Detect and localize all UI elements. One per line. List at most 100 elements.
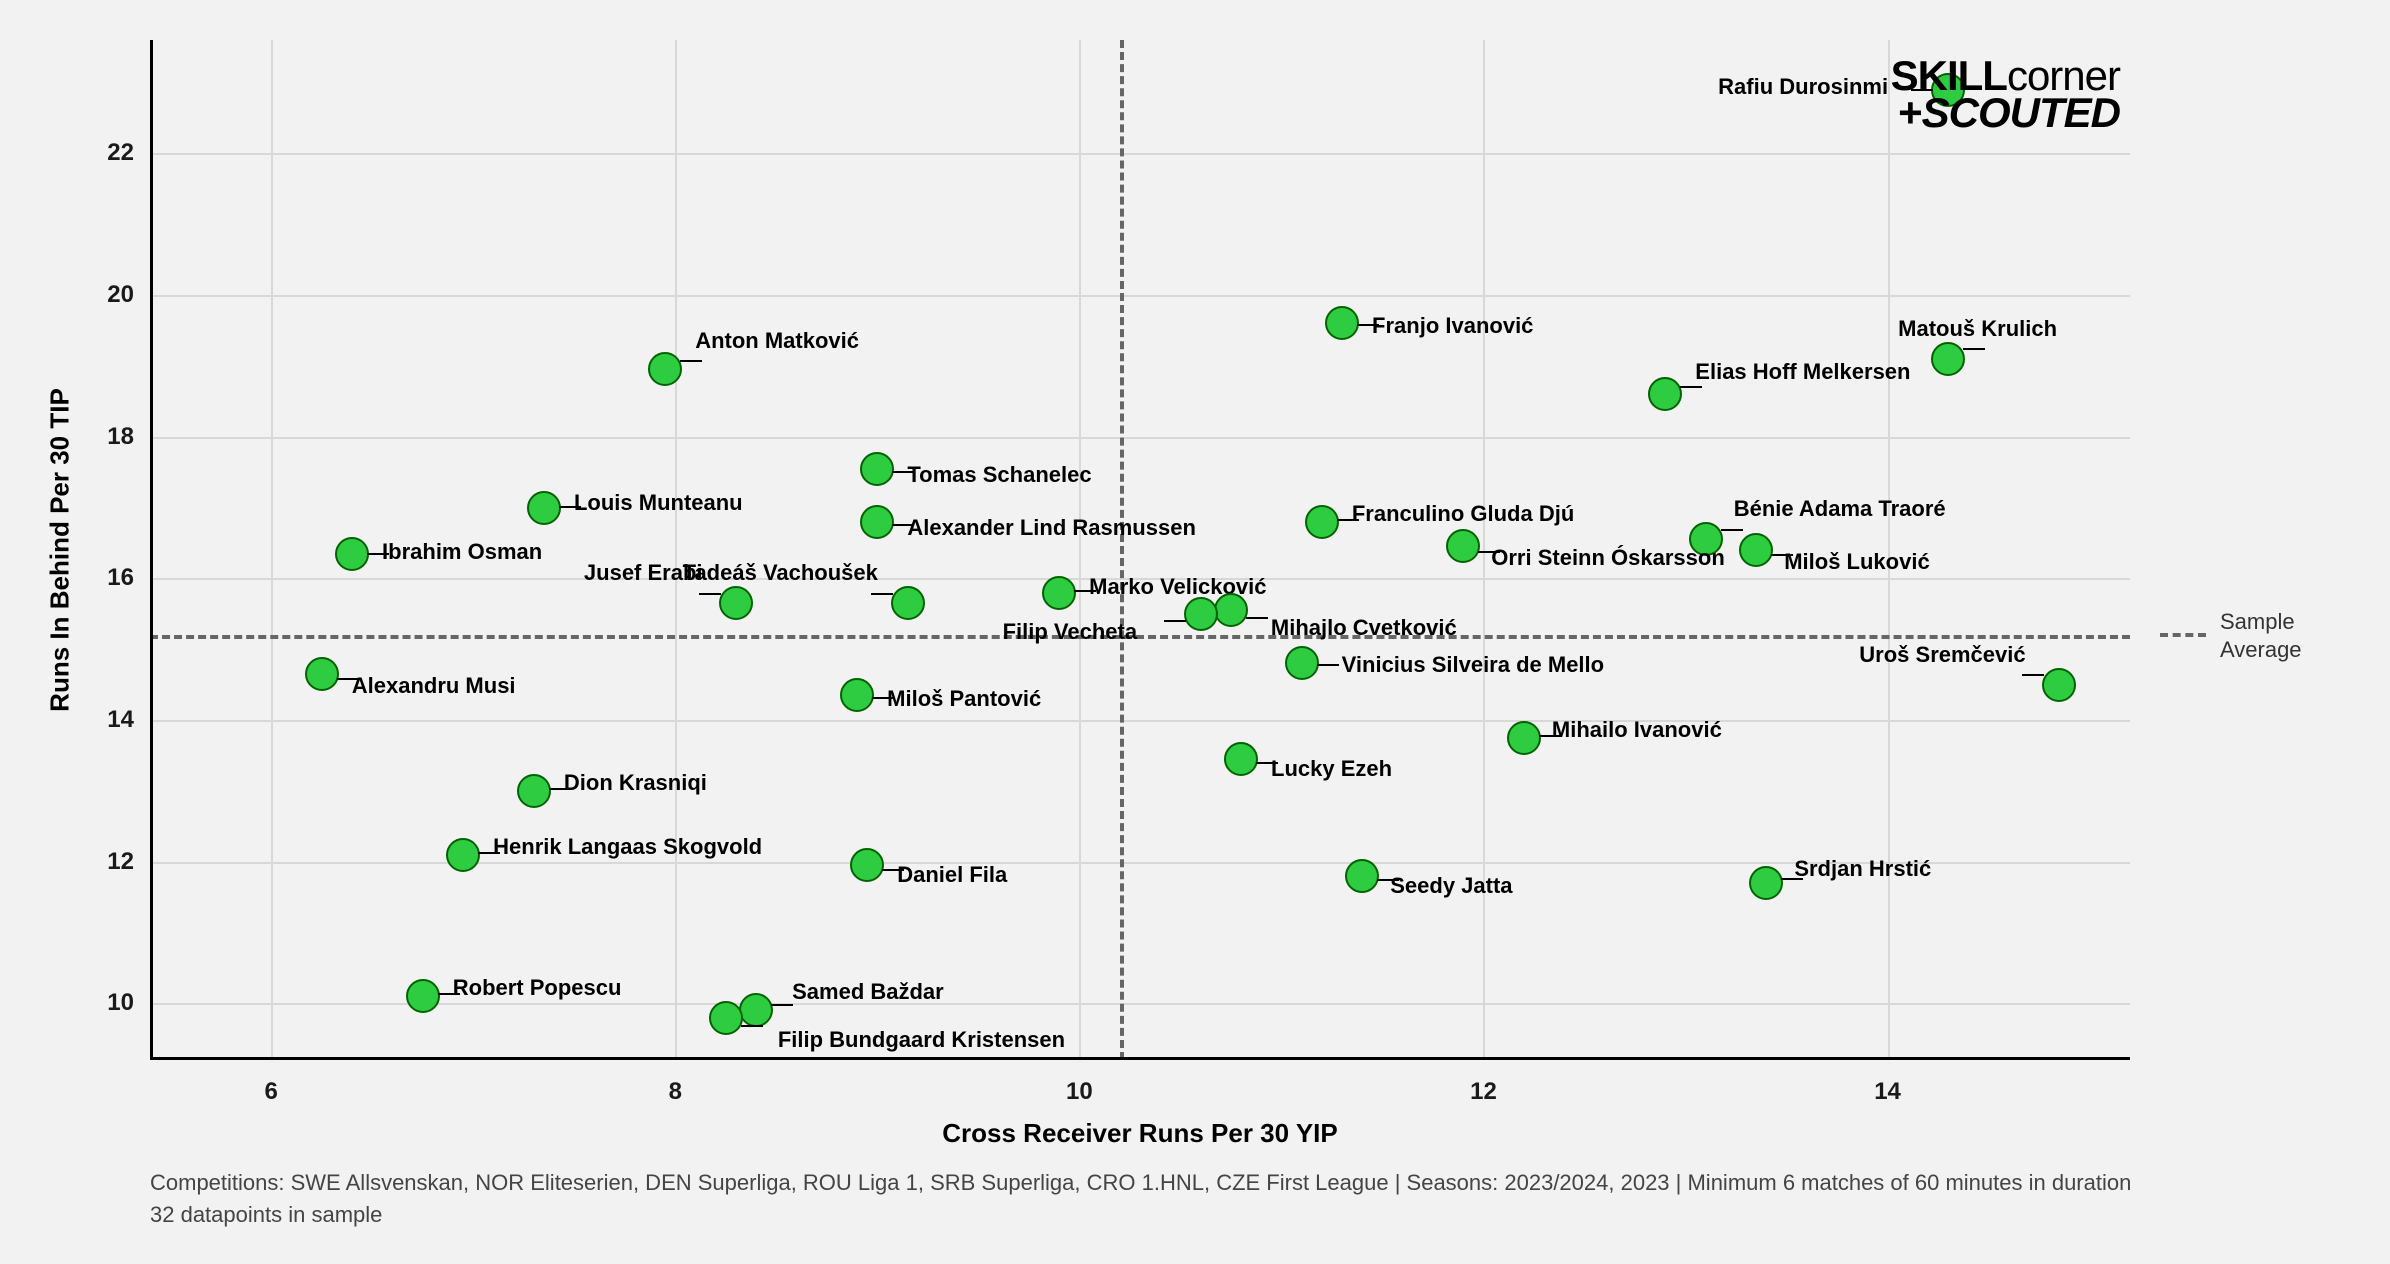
leader-line bbox=[871, 593, 893, 595]
data-point bbox=[1507, 721, 1541, 755]
data-point-label: Henrik Langaas Skogvold bbox=[493, 834, 762, 860]
y-tick-label: 14 bbox=[107, 706, 134, 734]
data-point bbox=[527, 491, 561, 525]
plot-area: Rafiu Durosinmi Franjo Ivanović Matouš Kru… bbox=[150, 40, 2130, 1060]
x-tick-label: 6 bbox=[265, 1078, 278, 1106]
data-point-label: Uroš Sremčević bbox=[1859, 642, 2025, 668]
brand-plus: + bbox=[1898, 89, 1922, 136]
data-point bbox=[1931, 342, 1965, 376]
data-point-label: Mihailo Ivanović bbox=[1552, 717, 1722, 743]
grid-line-y bbox=[150, 1003, 2130, 1005]
y-tick-label: 22 bbox=[107, 139, 134, 167]
data-point bbox=[1648, 377, 1682, 411]
brand-logo: SKILLcorner+SCOUTED bbox=[1891, 58, 2120, 132]
data-point-label: Franculino Gluda Djú bbox=[1352, 501, 1574, 527]
data-point-label: Filip Vecheta bbox=[1003, 619, 1138, 645]
data-point-label: Robert Popescu bbox=[453, 975, 622, 1001]
data-point bbox=[719, 586, 753, 620]
y-tick-label: 18 bbox=[107, 423, 134, 451]
data-point-label: Ibrahim Osman bbox=[382, 539, 542, 565]
data-point bbox=[648, 352, 682, 386]
grid-line-x bbox=[271, 40, 273, 1060]
legend: SampleAverage bbox=[2160, 595, 2360, 675]
legend-swatch bbox=[2160, 633, 2206, 637]
y-tick-label: 12 bbox=[107, 848, 134, 876]
data-point-label: Franjo Ivanović bbox=[1372, 313, 1533, 339]
data-point bbox=[1739, 533, 1773, 567]
brand-word-3: SCOUTED bbox=[1922, 89, 2120, 136]
data-point bbox=[1214, 593, 1248, 627]
data-point-label: Srdjan Hrstić bbox=[1794, 856, 1931, 882]
x-tick-label: 10 bbox=[1066, 1078, 1093, 1106]
data-point bbox=[1749, 866, 1783, 900]
footnote-line2: 32 datapoints in sample bbox=[150, 1200, 382, 1231]
leader-line bbox=[1963, 348, 1985, 350]
data-point bbox=[1224, 742, 1258, 776]
data-point bbox=[1345, 859, 1379, 893]
data-point-label: Elias Hoff Melkersen bbox=[1695, 359, 1910, 385]
data-point-label: Matouš Krulich bbox=[1898, 316, 2057, 342]
x-axis-line bbox=[150, 1057, 2130, 1060]
grid-line-y bbox=[150, 153, 2130, 155]
data-point bbox=[709, 1001, 743, 1035]
y-tick-label: 16 bbox=[107, 564, 134, 592]
data-point bbox=[335, 537, 369, 571]
data-point bbox=[840, 678, 874, 712]
avg-line-vertical bbox=[1120, 40, 1124, 1060]
leader-line bbox=[699, 593, 721, 595]
data-point-label: Miloš Pantović bbox=[887, 686, 1041, 712]
data-point bbox=[1446, 529, 1480, 563]
chart-container: Rafiu Durosinmi Franjo Ivanović Matouš Kru… bbox=[0, 0, 2390, 1264]
leader-line bbox=[741, 1025, 763, 1027]
data-point-label: Miloš Luković bbox=[1784, 549, 1929, 575]
leader-line bbox=[1317, 664, 1339, 666]
data-point-label: Dion Krasniqi bbox=[564, 770, 707, 796]
grid-line-y bbox=[150, 295, 2130, 297]
leader-line bbox=[680, 360, 702, 362]
y-axis-title: Runs In Behind Per 30 TIP bbox=[45, 388, 76, 712]
data-point-label: Seedy Jatta bbox=[1390, 873, 1512, 899]
y-axis-line bbox=[150, 40, 153, 1060]
data-point-label: Filip Bundgaard Kristensen bbox=[778, 1027, 1065, 1053]
leader-line bbox=[1246, 617, 1268, 619]
data-point bbox=[1325, 306, 1359, 340]
data-point bbox=[1184, 597, 1218, 631]
x-axis-title: Cross Receiver Runs Per 30 YIP bbox=[942, 1118, 1338, 1149]
leader-line bbox=[1680, 386, 1702, 388]
data-point-label: Louis Munteanu bbox=[574, 490, 743, 516]
leader-line bbox=[1721, 529, 1743, 531]
data-point bbox=[739, 993, 773, 1027]
data-point bbox=[1305, 505, 1339, 539]
data-point-label: Samed Baždar bbox=[792, 979, 944, 1005]
leader-line bbox=[771, 1004, 793, 1006]
data-point-label: Rafiu Durosinmi bbox=[1718, 74, 1888, 100]
data-point-label: Alexander Lind Rasmussen bbox=[907, 515, 1196, 541]
footnote-line1: Competitions: SWE Allsvenskan, NOR Elite… bbox=[150, 1168, 2131, 1199]
x-tick-label: 14 bbox=[1874, 1078, 1901, 1106]
data-point bbox=[860, 452, 894, 486]
data-point bbox=[891, 586, 925, 620]
data-point-label: Mihajlo Cvetković bbox=[1271, 615, 1457, 641]
data-point bbox=[1042, 576, 1076, 610]
grid-line-y bbox=[150, 720, 2130, 722]
data-point-label: Orri Steinn Óskarsson bbox=[1491, 545, 1725, 571]
leader-line bbox=[2022, 674, 2044, 676]
y-tick-label: 20 bbox=[107, 281, 134, 309]
data-point bbox=[2042, 668, 2076, 702]
data-point bbox=[406, 979, 440, 1013]
data-point bbox=[860, 505, 894, 539]
avg-line-horizontal bbox=[150, 635, 2130, 639]
y-tick-label: 10 bbox=[107, 989, 134, 1017]
data-point-label: Anton Matković bbox=[695, 328, 859, 354]
x-tick-label: 12 bbox=[1470, 1078, 1497, 1106]
grid-line-x bbox=[1079, 40, 1081, 1060]
data-point-label: Daniel Fila bbox=[897, 862, 1007, 888]
grid-line-x bbox=[675, 40, 677, 1060]
legend-label-line2: Average bbox=[2220, 637, 2302, 663]
x-tick-label: 8 bbox=[669, 1078, 682, 1106]
data-point bbox=[517, 774, 551, 808]
leader-line bbox=[1164, 620, 1186, 622]
data-point-label: Vinicius Silveira de Mello bbox=[1342, 652, 1604, 678]
data-point-label: Alexandru Musi bbox=[352, 673, 516, 699]
data-point-label: Bénie Adama Traoré bbox=[1734, 496, 1946, 522]
